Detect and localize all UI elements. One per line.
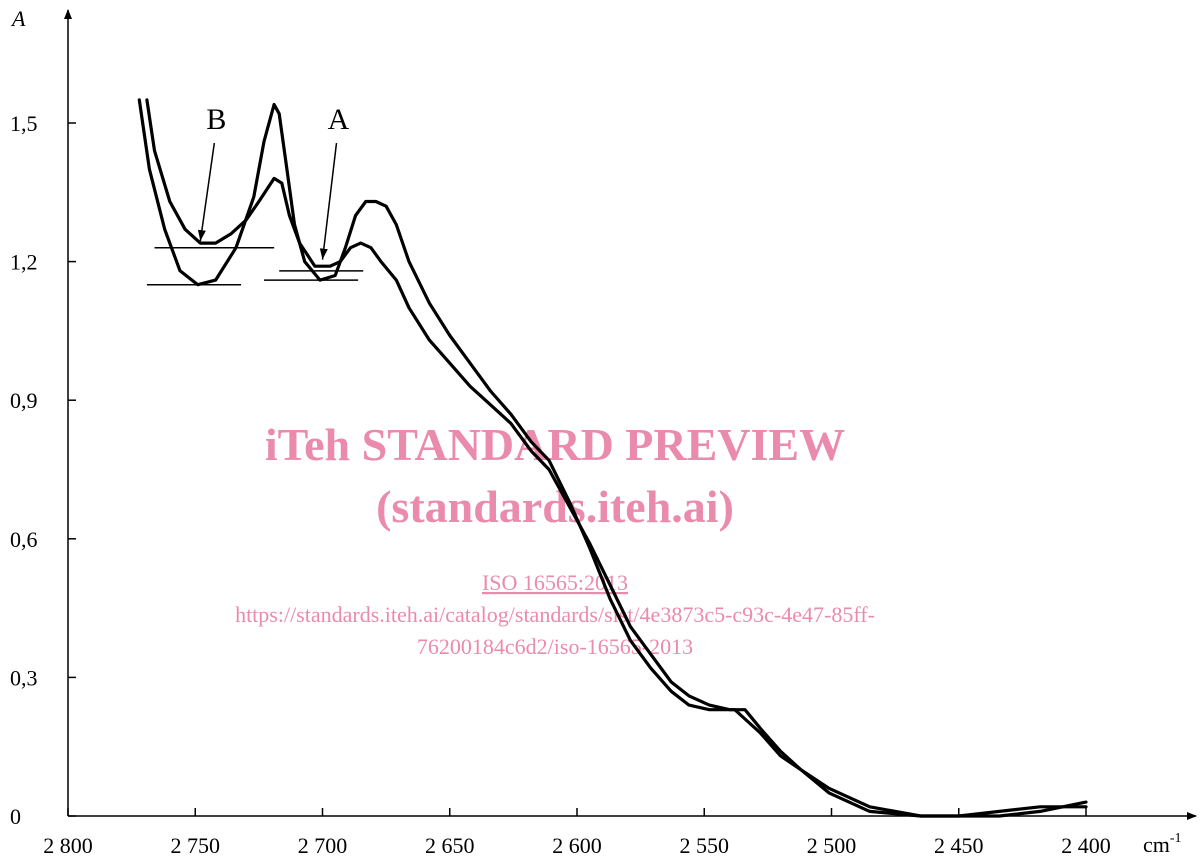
y-tick-label: 0 (10, 804, 21, 829)
x-tick-label: 2 550 (680, 833, 730, 858)
y-tick-label: 1,2 (10, 250, 38, 275)
x-tick-label: 2 800 (43, 833, 93, 858)
x-tick-label: 2 450 (934, 833, 984, 858)
annotation-arrow (319, 142, 338, 260)
y-axis-label: A (10, 6, 26, 31)
annotation-label: B (206, 103, 226, 136)
watermark-subtitle: (standards.iteh.ai) (376, 481, 734, 532)
x-axis-unit: cm (1143, 832, 1170, 857)
y-tick-label: 1,5 (10, 111, 38, 136)
watermark-url: https://standards.iteh.ai/catalog/standa… (235, 602, 875, 627)
y-tick-label: 0,3 (10, 665, 38, 690)
x-tick-label: 2 700 (298, 833, 348, 858)
annotation-arrow (197, 142, 216, 242)
y-tick-label: 0,6 (10, 527, 38, 552)
spectrum-line (137, 98, 1088, 818)
x-tick-label: 2 400 (1061, 833, 1111, 858)
x-tick-label: 2 650 (425, 833, 475, 858)
x-tick-label: 2 750 (171, 833, 221, 858)
x-axis-unit-exponent: -1 (1170, 831, 1182, 846)
annotation-label: A (328, 103, 350, 136)
x-tick-label: 2 600 (552, 833, 602, 858)
y-tick-label: 0,9 (10, 388, 38, 413)
spectrum-line (145, 98, 1088, 818)
x-tick-label: 2 500 (807, 833, 857, 858)
watermark-url: 76200184c6d2/iso-16565-2013 (417, 634, 693, 659)
x-axis-label: cm-1 (1143, 831, 1182, 857)
watermark: iTeh STANDARD PREVIEW (standards.iteh.ai… (235, 419, 875, 659)
watermark-title: iTeh STANDARD PREVIEW (265, 419, 845, 470)
